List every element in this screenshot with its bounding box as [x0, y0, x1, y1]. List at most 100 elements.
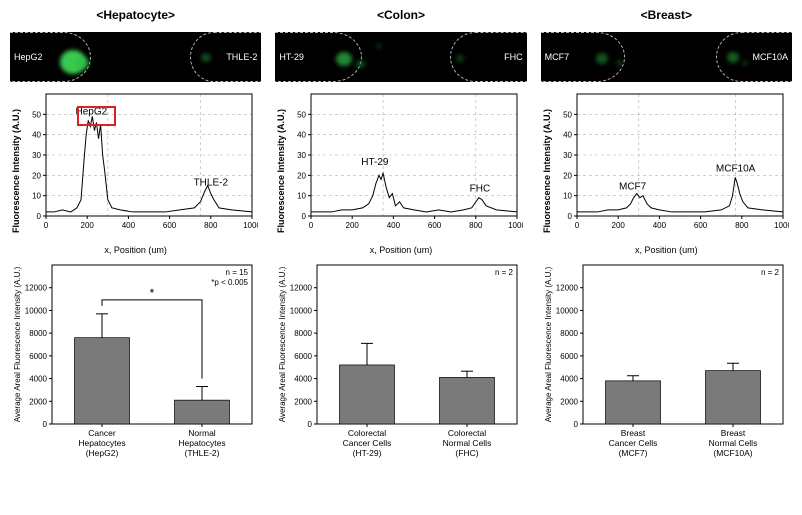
fluorescence-blob	[596, 53, 608, 64]
fluorescence-blob	[742, 60, 748, 66]
svg-text:50: 50	[32, 110, 41, 119]
svg-text:600: 600	[163, 221, 177, 230]
micrograph-right-label: FHC	[504, 52, 523, 62]
fluorescence-blob	[356, 60, 365, 68]
fluorescence-blob	[376, 43, 382, 49]
micrograph: HT-29 FHC	[275, 32, 526, 82]
svg-text:40: 40	[563, 131, 572, 140]
svg-text:2000: 2000	[560, 397, 578, 406]
svg-text:0: 0	[37, 212, 42, 221]
highlight-box	[77, 106, 116, 126]
svg-text:400: 400	[387, 221, 401, 230]
svg-text:12000: 12000	[290, 284, 313, 293]
svg-text:12000: 12000	[25, 284, 48, 293]
svg-text:30: 30	[297, 151, 306, 160]
svg-text:20: 20	[563, 171, 572, 180]
svg-text:400: 400	[652, 221, 666, 230]
svg-text:400: 400	[122, 221, 136, 230]
svg-text:1000: 1000	[508, 221, 523, 230]
svg-text:HT-29: HT-29	[362, 157, 390, 168]
fluorescence-blob	[616, 60, 623, 66]
micrograph-left-label: HT-29	[279, 52, 304, 62]
svg-text:10000: 10000	[555, 306, 578, 315]
micrograph: HepG2 THLE-2	[10, 32, 261, 82]
svg-text:THLE-2: THLE-2	[194, 178, 229, 189]
svg-text:800: 800	[469, 221, 483, 230]
svg-text:MCF7: MCF7	[619, 182, 647, 193]
svg-text:1000: 1000	[774, 221, 789, 230]
fluorescence-line-chart: 0102030405002004006008001000HepG2THLE-2F…	[10, 88, 261, 253]
svg-text:10000: 10000	[25, 306, 48, 315]
svg-text:6000: 6000	[29, 352, 47, 361]
svg-text:8000: 8000	[29, 329, 47, 338]
svg-text:200: 200	[81, 221, 95, 230]
column-title: <Hepatocyte>	[10, 8, 261, 26]
svg-text:40: 40	[32, 131, 41, 140]
svg-text:200: 200	[611, 221, 625, 230]
svg-text:10: 10	[297, 192, 306, 201]
svg-text:200: 200	[346, 221, 360, 230]
svg-text:6000: 6000	[295, 352, 313, 361]
svg-text:*p < 0.005: *p < 0.005	[211, 278, 248, 287]
svg-text:4000: 4000	[295, 375, 313, 384]
figure-grid: <Hepatocyte>HepG2THLE-201020304050020040…	[10, 8, 792, 474]
svg-text:0: 0	[44, 221, 49, 230]
svg-text:2000: 2000	[29, 397, 47, 406]
svg-text:(FHC): (FHC)	[456, 448, 479, 458]
svg-text:50: 50	[563, 110, 572, 119]
micrograph: MCF7 MCF10A	[541, 32, 792, 82]
bar-chart: 0 2000 4000 6000 8000 10000 12000 Cancer Hepatoc…	[10, 259, 261, 474]
fluorescence-blob	[201, 53, 211, 62]
svg-text:30: 30	[563, 151, 572, 160]
svg-text:0: 0	[574, 221, 579, 230]
svg-text:Cancer Cells: Cancer Cells	[343, 438, 392, 448]
svg-text:800: 800	[735, 221, 749, 230]
svg-text:40: 40	[297, 131, 306, 140]
svg-text:Average Areal Fluorescence Int: Average Areal Fluorescence Intensity (A.…	[13, 266, 22, 422]
svg-text:10000: 10000	[290, 306, 313, 315]
svg-text:0: 0	[302, 212, 307, 221]
line-chart-ylabel: Fluorescence Intensity (A.U.)	[542, 108, 552, 232]
line-chart-ylabel: Fluorescence Intensity (A.U.)	[276, 108, 286, 232]
svg-text:4000: 4000	[560, 375, 578, 384]
svg-text:n = 2: n = 2	[761, 268, 780, 277]
svg-text:Hepatocytes: Hepatocytes	[178, 438, 225, 448]
svg-text:2000: 2000	[295, 397, 313, 406]
svg-text:20: 20	[297, 171, 306, 180]
svg-text:8000: 8000	[560, 329, 578, 338]
svg-text:800: 800	[204, 221, 218, 230]
svg-text:n = 15: n = 15	[226, 268, 249, 277]
micrograph-left-label: MCF7	[545, 52, 570, 62]
line-chart-ylabel: Fluorescence Intensity (A.U.)	[11, 108, 21, 232]
fluorescence-line-chart: 0102030405002004006008001000MCF7MCF10AFl…	[541, 88, 792, 253]
column-title: <Breast>	[541, 8, 792, 26]
svg-text:0: 0	[43, 420, 48, 429]
svg-text:Colorectal: Colorectal	[448, 428, 486, 438]
svg-text:Average Areal Fluorescence Int: Average Areal Fluorescence Intensity (A.…	[278, 266, 287, 422]
svg-text:4000: 4000	[29, 375, 47, 384]
svg-text:Cancer: Cancer	[88, 428, 116, 438]
svg-text:FHC: FHC	[470, 184, 491, 195]
svg-text:Breast: Breast	[720, 428, 745, 438]
column-title: <Colon>	[275, 8, 526, 26]
svg-text:Cancer Cells: Cancer Cells	[608, 438, 657, 448]
micrograph-right-label: MCF10A	[752, 52, 788, 62]
svg-text:12000: 12000	[555, 284, 578, 293]
svg-text:8000: 8000	[295, 329, 313, 338]
svg-text:MCF10A: MCF10A	[716, 163, 756, 174]
svg-text:600: 600	[428, 221, 442, 230]
micrograph-left-label: HepG2	[14, 52, 43, 62]
svg-text:Normal: Normal	[188, 428, 216, 438]
svg-text:(HepG2): (HepG2)	[86, 448, 119, 458]
svg-text:1000: 1000	[243, 221, 258, 230]
fluorescence-blob	[727, 52, 739, 63]
svg-text:0: 0	[309, 221, 314, 230]
svg-text:Normal Cells: Normal Cells	[708, 438, 757, 448]
svg-text:(THLE-2): (THLE-2)	[185, 448, 220, 458]
micrograph-right-label: THLE-2	[226, 52, 257, 62]
svg-text:Colorectal: Colorectal	[348, 428, 386, 438]
line-chart-xlabel: x, Position (um)	[104, 245, 167, 255]
bar-chart: 020004000600080001000012000BreastCancer …	[541, 259, 792, 474]
svg-text:Normal Cells: Normal Cells	[443, 438, 492, 448]
svg-text:10: 10	[563, 192, 572, 201]
